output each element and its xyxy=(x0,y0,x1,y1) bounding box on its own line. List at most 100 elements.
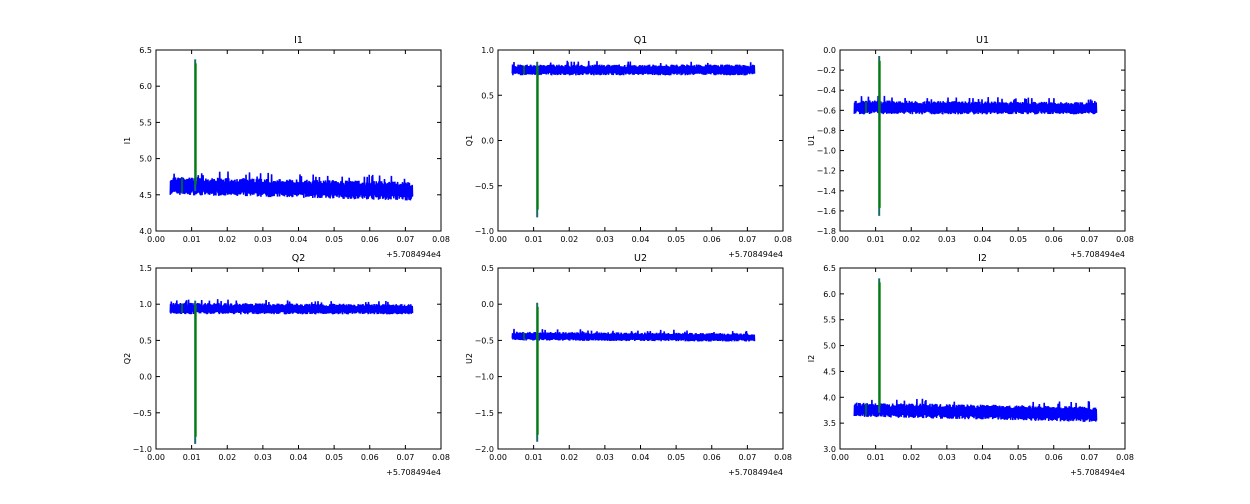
y-tick-label: 0.0 xyxy=(823,46,836,55)
y-tick-label: −0.5 xyxy=(133,409,152,418)
y-tick-label: 6.0 xyxy=(823,290,836,299)
y-axis-label: U2 xyxy=(465,353,474,364)
y-tick-label: −1.0 xyxy=(475,373,494,382)
y-tick-label: −1.0 xyxy=(475,227,494,236)
y-tick-label: −0.5 xyxy=(475,336,494,345)
chart-title: Q2 xyxy=(292,253,306,264)
chart-title: I2 xyxy=(978,253,987,264)
y-tick-label: 4.5 xyxy=(823,367,836,376)
x-offset-label: +5.708494e4 xyxy=(728,468,783,477)
x-tick-label: 0.01 xyxy=(525,235,543,244)
chart-title: U2 xyxy=(634,253,647,264)
x-tick-label: 0.01 xyxy=(183,235,201,244)
x-tick-label: 0.05 xyxy=(1009,453,1027,462)
x-tick-label: 0.07 xyxy=(396,453,414,462)
x-tick-label: 0.00 xyxy=(831,453,849,462)
x-tick-label: 0.07 xyxy=(738,235,756,244)
x-tick-label: 0.01 xyxy=(183,453,201,462)
x-tick-label: 0.05 xyxy=(667,453,685,462)
y-tick-label: −2.0 xyxy=(475,445,494,454)
y-tick-label: 0.5 xyxy=(481,264,494,273)
y-tick-label: −1.5 xyxy=(475,409,494,418)
x-tick-label: 0.01 xyxy=(867,453,885,462)
x-tick-label: 0.07 xyxy=(1080,235,1098,244)
y-tick-label: 6.5 xyxy=(139,46,152,55)
x-tick-label: 0.00 xyxy=(831,235,849,244)
x-tick-label: 0.04 xyxy=(632,235,650,244)
y-tick-label: −0.4 xyxy=(817,86,836,95)
x-tick-label: 0.08 xyxy=(432,453,450,462)
x-offset-label: +5.708494e4 xyxy=(1070,250,1125,259)
axes-frame xyxy=(497,267,784,450)
x-tick-label: 0.04 xyxy=(974,235,992,244)
y-tick-label: 4.0 xyxy=(139,227,152,236)
y-axis-label: Q2 xyxy=(123,353,132,364)
y-tick-label: 6.0 xyxy=(139,82,152,91)
x-tick-label: 0.00 xyxy=(147,235,165,244)
y-tick-label: 0.5 xyxy=(139,336,152,345)
x-tick-label: 0.03 xyxy=(254,235,272,244)
x-tick-label: 0.07 xyxy=(738,453,756,462)
x-tick-label: 0.07 xyxy=(1080,453,1098,462)
y-tick-label: 6.5 xyxy=(823,264,836,273)
y-tick-label: 1.0 xyxy=(139,300,152,309)
y-tick-label: −0.8 xyxy=(817,126,836,135)
series-band-line xyxy=(853,398,1098,422)
y-tick-label: 1.0 xyxy=(481,46,494,55)
y-tick-label: −0.5 xyxy=(475,182,494,191)
x-tick-label: 0.06 xyxy=(703,235,721,244)
x-offset-label: +5.708494e4 xyxy=(728,250,783,259)
axes-frame xyxy=(839,267,1126,450)
x-tick-label: 0.06 xyxy=(361,235,379,244)
x-tick-label: 0.01 xyxy=(525,453,543,462)
y-tick-label: −1.6 xyxy=(817,207,836,216)
x-tick-label: 0.06 xyxy=(1045,235,1063,244)
y-tick-label: 0.0 xyxy=(139,373,152,382)
y-tick-label: 4.0 xyxy=(823,393,836,402)
y-tick-label: −1.8 xyxy=(817,227,836,236)
y-axis-label: U1 xyxy=(807,135,816,146)
chart-title: U1 xyxy=(976,35,989,46)
y-tick-label: 1.5 xyxy=(139,264,152,273)
y-axis-label: I2 xyxy=(807,355,816,362)
x-tick-label: 0.02 xyxy=(902,453,920,462)
y-tick-label: 3.0 xyxy=(823,445,836,454)
x-tick-label: 0.06 xyxy=(703,453,721,462)
x-tick-label: 0.00 xyxy=(489,235,507,244)
x-tick-label: 0.05 xyxy=(325,235,343,244)
y-tick-label: 5.0 xyxy=(823,342,836,351)
x-offset-label: +5.708494e4 xyxy=(1070,468,1125,477)
x-tick-label: 0.05 xyxy=(325,453,343,462)
x-tick-label: 0.07 xyxy=(396,235,414,244)
x-tick-label: 0.02 xyxy=(902,235,920,244)
axes-frame xyxy=(839,49,1126,232)
series-band-line xyxy=(511,328,756,342)
chart-title: I1 xyxy=(294,35,303,46)
subplot-Q1: 0.00 0.01 0.02 0.03 0.04 0.05 0.06 0.07 0.08 −1.0… xyxy=(465,35,792,259)
x-tick-label: 0.03 xyxy=(254,453,272,462)
x-tick-label: 0.02 xyxy=(560,235,578,244)
x-tick-label: 0.06 xyxy=(361,453,379,462)
axes-frame xyxy=(155,267,442,450)
y-axis-label: Q1 xyxy=(465,135,474,146)
series-band-line xyxy=(853,95,1098,115)
y-tick-label: 0.5 xyxy=(481,91,494,100)
x-tick-label: 0.08 xyxy=(774,235,792,244)
series-band-line xyxy=(169,299,414,315)
y-tick-label: −1.0 xyxy=(817,147,836,156)
y-tick-label: 5.5 xyxy=(823,316,836,325)
x-tick-label: 0.04 xyxy=(632,453,650,462)
x-tick-label: 0.02 xyxy=(218,453,236,462)
x-tick-label: 0.08 xyxy=(1116,235,1134,244)
x-tick-label: 0.06 xyxy=(1045,453,1063,462)
y-tick-label: −0.2 xyxy=(817,66,836,75)
x-offset-label: +5.708494e4 xyxy=(386,468,441,477)
x-tick-label: 0.04 xyxy=(290,235,308,244)
x-tick-label: 0.05 xyxy=(1009,235,1027,244)
x-tick-label: 0.08 xyxy=(1116,453,1134,462)
x-tick-label: 0.03 xyxy=(938,453,956,462)
x-tick-label: 0.02 xyxy=(218,235,236,244)
subplot-U2: 0.00 0.01 0.02 0.03 0.04 0.05 0.06 0.07 0.08 −2.0… xyxy=(465,253,792,477)
x-tick-label: 0.03 xyxy=(596,453,614,462)
